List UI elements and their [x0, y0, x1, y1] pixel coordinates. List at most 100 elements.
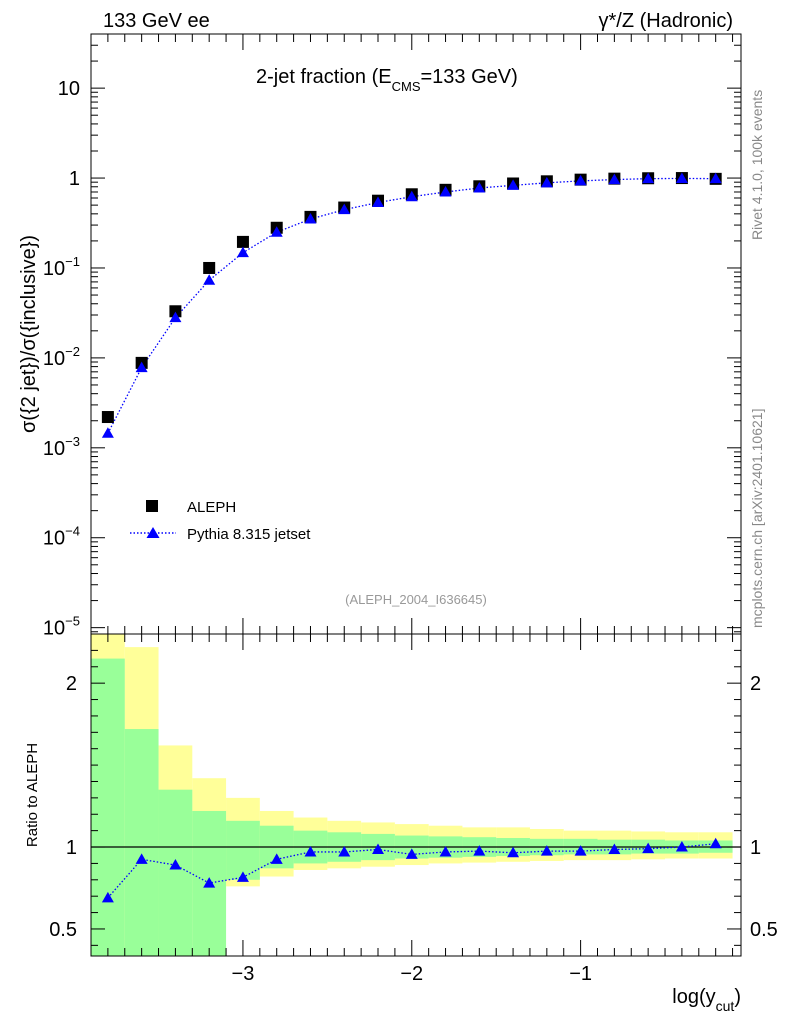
- x-axis-label: log(ycut): [672, 986, 741, 1014]
- pythia-data-point: [473, 182, 486, 193]
- ratio-panel-content: [91, 837, 741, 903]
- ratio-y-axis-label: Ratio to ALEPH: [24, 743, 41, 847]
- ratio-uncertainty-bands: [91, 634, 733, 956]
- ratio-point: [304, 845, 317, 857]
- main-y-tick-base: 10: [43, 348, 65, 370]
- ratio-point: [405, 848, 418, 859]
- main-y-tick-base: 10: [43, 618, 65, 640]
- header-right: γ*/Z (Hadronic): [599, 10, 733, 32]
- legend-label-aleph: ALEPH: [187, 499, 236, 516]
- main-y-tick-label: 10−2: [43, 344, 80, 370]
- main-y-tick-label: 10−5: [43, 614, 80, 640]
- ratio-point: [473, 845, 486, 856]
- main-y-tick-exp: −2: [65, 344, 80, 359]
- pythia-data-point: [338, 203, 351, 215]
- mc-series-line: [107, 177, 716, 434]
- ratio-y-tick-label-right: 1: [750, 837, 761, 859]
- ratio-point: [675, 841, 688, 852]
- ratio-band-inner: [158, 789, 193, 956]
- data-markers: [101, 172, 722, 438]
- legend: ALEPH Pythia 8.315 jetset: [130, 499, 311, 543]
- main-y-tick-exp: −4: [65, 524, 80, 539]
- pythia-data-point: [203, 274, 216, 285]
- aleph-data-point: [203, 261, 216, 274]
- x-axis-label-tail: ): [734, 986, 741, 1008]
- main-y-tick-label: 10−1: [43, 254, 80, 280]
- main-panel-frame: [90, 33, 742, 635]
- ratio-point: [574, 845, 587, 856]
- main-y-tick-exp: −1: [65, 254, 80, 269]
- pythia-data-point: [507, 179, 520, 190]
- pythia-data-point: [439, 185, 452, 197]
- ratio-point: [338, 845, 351, 857]
- rivet-label: Rivet 4.1.0, 100k events: [749, 90, 765, 240]
- pythia-data-point: [270, 226, 283, 237]
- ratio-point: [709, 837, 722, 849]
- ratio-y-tick-label-left: 1: [66, 837, 77, 859]
- aleph-data-point: [101, 411, 114, 424]
- ratio-point: [270, 853, 283, 864]
- ratio-point: [203, 877, 216, 888]
- ratio-band-inner: [226, 820, 260, 880]
- pythia-data-point: [709, 172, 722, 184]
- ratio-point: [135, 853, 148, 864]
- pythia-data-point: [135, 361, 148, 373]
- legend-marker-pythia: [146, 527, 160, 538]
- main-y-tick-exp: −5: [65, 614, 80, 629]
- main-y-tick-exp: −3: [65, 434, 80, 449]
- x-tick-label: −2: [400, 963, 423, 985]
- ratio-panel-frame: [90, 633, 742, 957]
- analysis-id: (ALEPH_2004_I636645): [345, 592, 487, 607]
- main-y-tick-base: 10: [43, 528, 65, 550]
- header-left: 133 GeV ee: [103, 10, 210, 32]
- main-y-tick-label: 10−3: [43, 434, 80, 460]
- main-y-tick-label: 1: [69, 168, 80, 190]
- ratio-point: [507, 846, 520, 858]
- pythia-data-point: [642, 172, 655, 184]
- ratio-point: [372, 843, 385, 854]
- x-axis-label-main: log(y: [672, 986, 715, 1008]
- ratio-point: [101, 891, 114, 903]
- pythia-data-point: [574, 174, 587, 186]
- x-tick-label: −1: [569, 963, 592, 985]
- aleph-data-point: [169, 305, 182, 318]
- ratio-y-tick-label-left: 0.5: [49, 919, 77, 941]
- ratio-point: [236, 871, 249, 882]
- pythia-data-point: [608, 173, 621, 185]
- pythia-data-point: [169, 311, 182, 323]
- ratio-point: [439, 845, 452, 857]
- ratio-y-tick-label-left: 2: [66, 673, 77, 695]
- main-y-tick-base: 10: [43, 438, 65, 460]
- pythia-data-point: [304, 213, 317, 224]
- plot-title-main: 2-jet fraction (E: [256, 66, 392, 88]
- plot-title-sub: CMS: [392, 79, 421, 94]
- ratio-band-inner: [91, 658, 125, 956]
- aleph-data-point: [236, 235, 249, 248]
- main-y-tick-base: 10: [43, 258, 65, 280]
- legend-label-pythia: Pythia 8.315 jetset: [187, 526, 311, 543]
- ratio-point: [642, 842, 655, 854]
- plot-title-tail: =133 GeV): [421, 66, 518, 88]
- ratio-point: [540, 845, 553, 856]
- main-y-tick-label: 10−4: [43, 524, 80, 550]
- ratio-point: [608, 843, 621, 854]
- x-tick-label: −3: [232, 963, 255, 985]
- mcplots-label: mcplots.cern.ch [arXiv:2401.10621]: [749, 409, 765, 628]
- plot-title: 2-jet fraction (ECMS=133 GeV): [256, 66, 518, 94]
- pythia-data-point: [101, 427, 114, 438]
- main-y-axis-label: σ({2 jet})/σ({inclusive}): [18, 235, 40, 433]
- panel-frames: [90, 33, 742, 957]
- pythia-data-point: [540, 176, 553, 188]
- pythia-data-point: [675, 172, 688, 183]
- ratio-y-tick-label-right: 2: [750, 673, 761, 695]
- legend-marker-aleph: [146, 500, 158, 512]
- pythia-data-point: [405, 190, 418, 202]
- ratio-point: [169, 859, 182, 870]
- pythia-data-point: [236, 246, 249, 258]
- main-y-tick-label: 10: [58, 78, 80, 100]
- x-axis-label-sub: cut: [716, 998, 735, 1014]
- ratio-y-tick-label-right: 0.5: [750, 919, 778, 941]
- pythia-data-point: [372, 196, 385, 207]
